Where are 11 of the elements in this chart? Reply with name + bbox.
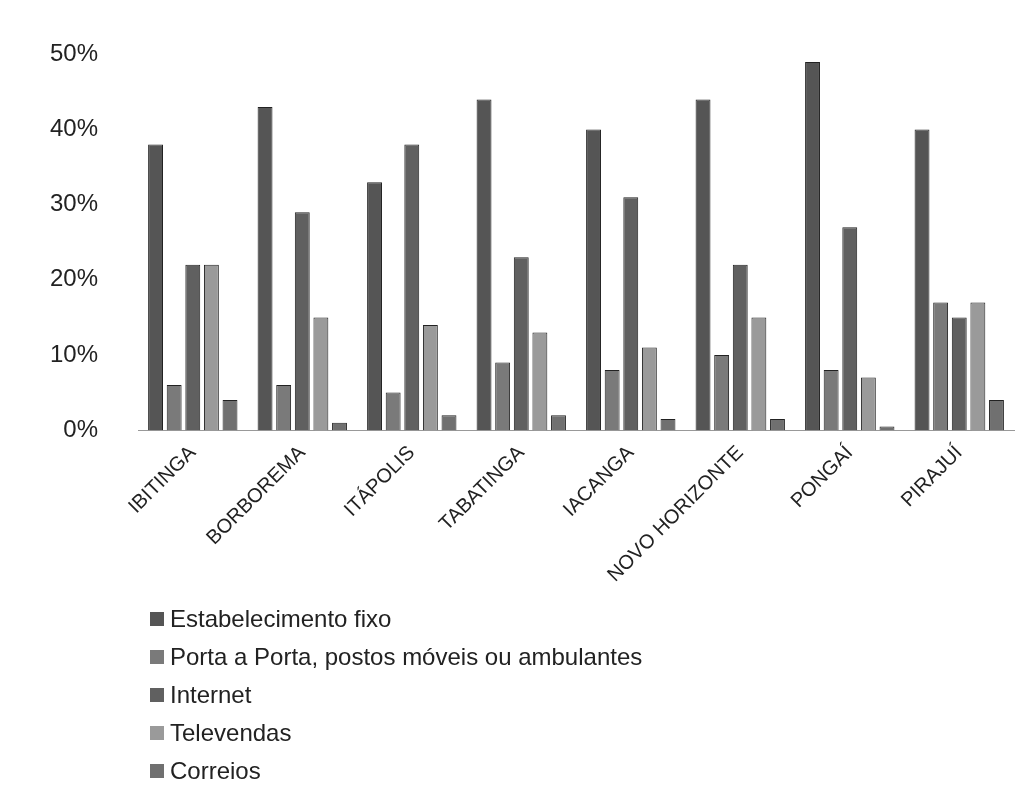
legend-label: Estabelecimento fixo	[170, 605, 392, 633]
y-tick-label: 10%	[49, 339, 99, 367]
y-tick-label: 40%	[49, 114, 99, 142]
legend-label: Correios	[170, 757, 261, 785]
legend-label: Porta a Porta, postos móveis ou ambulantes	[170, 643, 643, 671]
legend-label: Internet	[170, 681, 252, 709]
y-tick-label: 50%	[49, 39, 99, 67]
y-tick-label: 30%	[49, 189, 99, 217]
y-tick-label: 0%	[63, 414, 99, 442]
y-tick-label: 20%	[49, 264, 99, 292]
legend-label: Televendas	[170, 719, 292, 747]
